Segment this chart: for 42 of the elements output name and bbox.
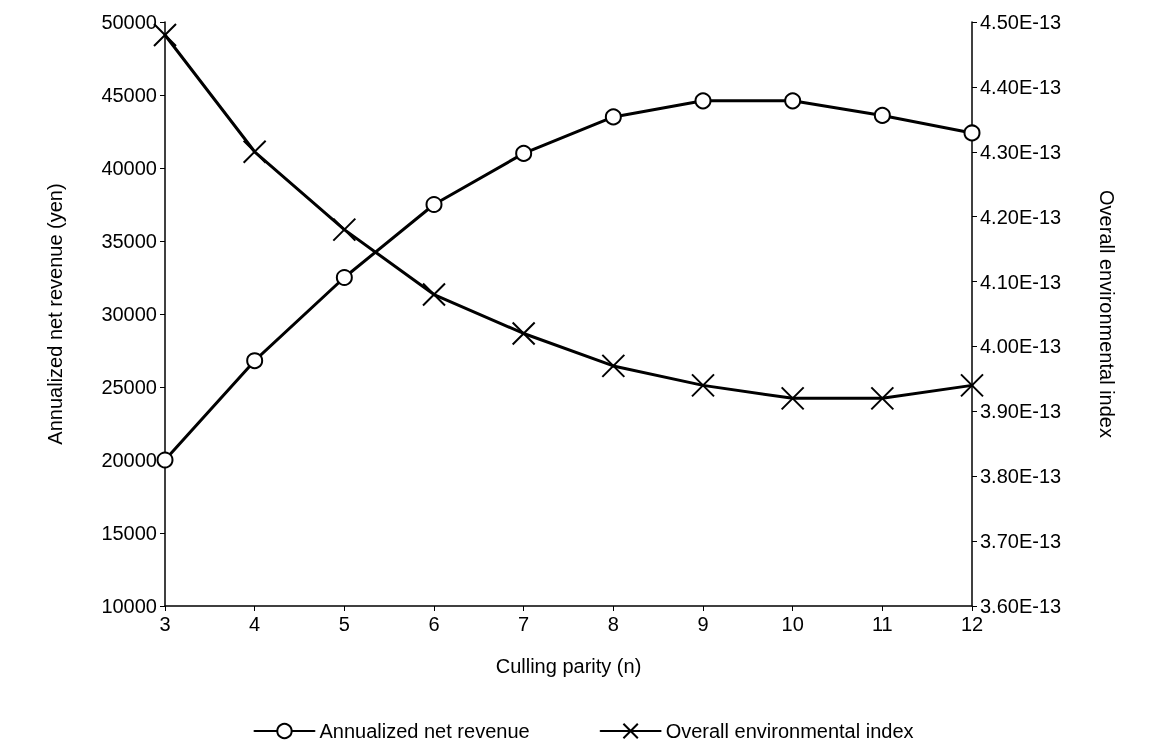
legend-label: Annualized net revenue	[319, 720, 530, 742]
y-tick-label: 20000	[101, 449, 157, 471]
y2-axis-title: Overall environmental index	[1096, 190, 1118, 438]
x-tick-label: 6	[428, 613, 440, 635]
legend-label: Overall environmental index	[665, 720, 914, 742]
point	[604, 108, 622, 126]
y2-tick-label: 4.10E-13	[980, 270, 1062, 293]
y-tick-label: 50000	[101, 11, 157, 33]
y-axis-title: Annualized net revenue (yen)	[44, 183, 66, 445]
x-tick-label: 9	[697, 613, 709, 635]
y-tick-label: 10000	[101, 595, 157, 617]
y-tick-label: 45000	[101, 84, 157, 106]
y2-tick-label: 3.70E-13	[980, 530, 1062, 553]
y-tick-label: 30000	[101, 303, 157, 325]
point	[246, 352, 264, 370]
point	[156, 451, 174, 469]
y2-tick-label: 3.80E-13	[980, 465, 1062, 488]
point	[963, 124, 981, 142]
point	[694, 92, 712, 110]
y2-tick-label: 4.00E-13	[980, 335, 1062, 358]
x-tick-label: 4	[249, 613, 261, 635]
x-tick-label: 5	[338, 613, 350, 635]
y2-tick-label: 4.30E-13	[980, 140, 1062, 163]
y2-tick-label: 4.50E-13	[980, 11, 1062, 33]
x-tick-label: 7	[518, 613, 530, 635]
y2-tick-label: 4.20E-13	[980, 205, 1062, 228]
x-axis-title: Culling parity (n)	[495, 655, 642, 677]
point	[425, 196, 443, 213]
x-tick-label: 10	[781, 613, 804, 635]
x-tick-label: 3	[159, 613, 171, 635]
y-tick-label: 25000	[101, 376, 157, 398]
point	[873, 106, 891, 124]
y-tick-label: 35000	[101, 230, 157, 252]
x-tick-label: 8	[607, 613, 619, 635]
point	[515, 144, 533, 162]
y2-tick-label: 3.90E-13	[980, 400, 1062, 423]
y-tick-label: 15000	[101, 522, 157, 544]
y-tick-label: 40000	[101, 157, 157, 179]
point	[335, 269, 353, 286]
y2-tick-label: 4.40E-13	[980, 75, 1062, 98]
x-tick-label: 11	[871, 613, 893, 635]
point	[784, 92, 802, 110]
